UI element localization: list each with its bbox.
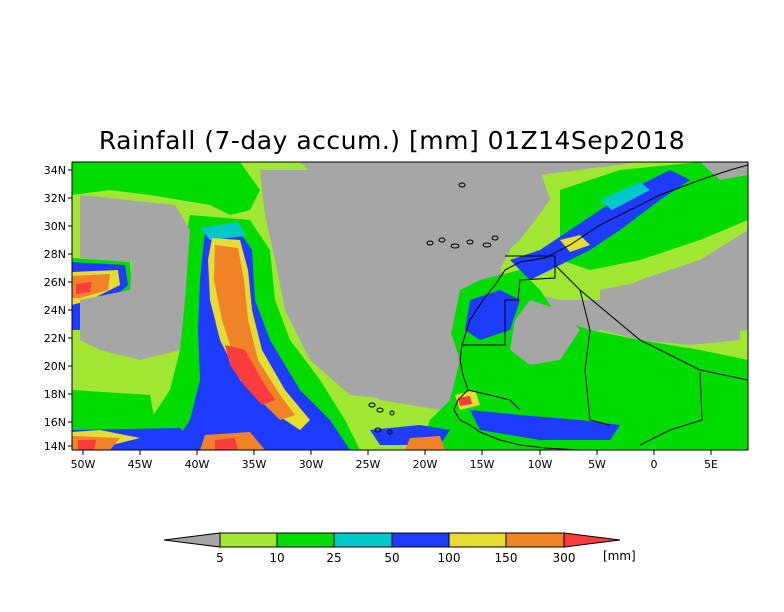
lon-label-30w: 30W (299, 458, 324, 471)
lat-label-32n: 32N (44, 192, 66, 205)
lat-label-24n: 24N (44, 304, 66, 317)
lon-label-20w: 20W (413, 458, 438, 471)
lat-label-20n: 20N (44, 360, 66, 373)
lon-label-35w: 35W (242, 458, 267, 471)
map-title: Rainfall (7-day accum.) [mm] 01Z14Sep201… (98, 126, 686, 155)
colorbar-label-5: 5 (216, 551, 224, 565)
colorbar-unit: [mm] (603, 549, 636, 563)
colorbar-label-150: 150 (495, 551, 518, 565)
rain-level-25-areas (200, 182, 650, 240)
colorbar-swatch-100-150 (448, 532, 507, 548)
colorbar-swatch-150-300 (505, 532, 565, 548)
colorbar-label-25: 25 (326, 551, 341, 565)
colorbar-low-triangle (163, 532, 221, 548)
colorbar-swatch-10-25 (276, 532, 335, 548)
lon-label-40w: 40W (185, 458, 210, 471)
lon-label-45w: 45W (128, 458, 153, 471)
lon-label-0: 0 (651, 458, 658, 471)
colorbar-label-100: 100 (438, 551, 461, 565)
lat-label-22n: 22N (44, 332, 66, 345)
colorbar-swatch-25-50 (333, 532, 393, 548)
lon-label-15w: 15W (470, 458, 495, 471)
map-panel (72, 162, 748, 450)
islands (368, 182, 499, 435)
lat-label-16n: 16N (44, 416, 66, 429)
colorbar-high-triangle (563, 532, 621, 548)
lat-label-18n: 18N (44, 388, 66, 401)
lat-label-34n: 34N (44, 164, 66, 177)
longitude-axis: 50W 45W 40W 35W 30W 25W 20W 15W 10W 5W 0… (71, 450, 718, 471)
map-frame (71, 161, 749, 451)
lat-label-30n: 30N (44, 220, 66, 233)
dry-areas (80, 162, 748, 400)
colorbar: 5 10 25 50 100 150 300 [mm] (163, 532, 636, 565)
colorbar-label-50: 50 (384, 551, 399, 565)
lat-label-28n: 28N (44, 248, 66, 261)
lon-label-50w: 50W (71, 458, 96, 471)
coastlines-and-borders (453, 164, 748, 450)
colorbar-label-10: 10 (269, 551, 284, 565)
lon-label-5w: 5W (588, 458, 606, 471)
lon-label-10w: 10W (528, 458, 553, 471)
lon-label-5e: 5E (704, 458, 718, 471)
colorbar-label-300: 300 (553, 551, 576, 565)
colorbar-swatch-50-100 (391, 532, 450, 548)
lat-label-14n: 14N (44, 440, 66, 453)
lat-label-26n: 26N (44, 276, 66, 289)
colorbar-swatch-5-10 (219, 532, 278, 548)
latitude-axis: 34N 32N 30N 28N 26N 24N 22N 20N 18N 16N … (44, 164, 72, 453)
rain-level-300-areas (76, 282, 472, 450)
lon-label-25w: 25W (356, 458, 381, 471)
